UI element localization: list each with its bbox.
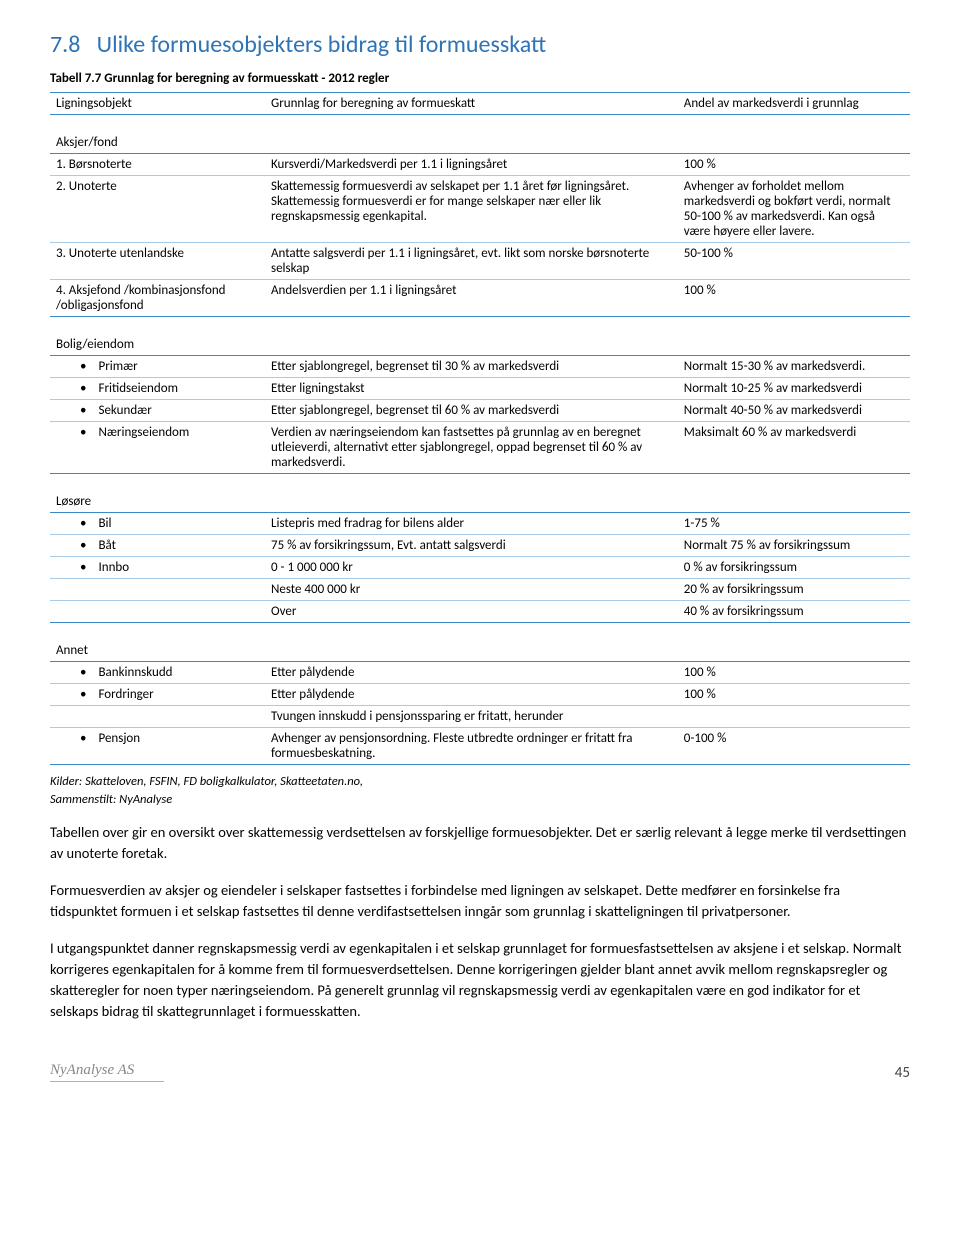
table-row: PrimærEtter sjablongregel, begrenset til… [50,356,910,378]
cell-object: Båt [50,535,265,557]
cell-object: 4. Aksjefond /kombinasjonsfond /obligasj… [50,280,265,317]
cell-object: Bankinnskudd [50,662,265,684]
section-title: 7.8 Ulike formuesobjekters bidrag til fo… [50,30,910,59]
body-paragraph: Tabellen over gir en oversikt over skatt… [50,822,910,864]
cell-basis: Avhenger av pensjonsordning. Fleste utbr… [265,728,678,765]
table-row: SekundærEtter sjablongregel, begrenset t… [50,400,910,422]
cell-basis: Antatte salgsverdi per 1.1 i ligningsåre… [265,243,678,280]
body-paragraph: Formuesverdien av aksjer og eiendeler i … [50,880,910,922]
cell-basis: Verdien av næringseiendom kan fastsettes… [265,422,678,474]
section-number: 7.8 [50,30,80,59]
table-row: 3. Unoterte utenlandskeAntatte salgsverd… [50,243,910,280]
section-title-cell: Aksjer/fond [50,125,910,154]
cell-object [50,601,265,623]
cell-share: 0-100 % [678,728,910,765]
cell-object: 2. Unoterte [50,176,265,243]
source-line1: Kilder: Skatteloven, FSFIN, FD boligkalk… [50,773,910,791]
cell-share: 50-100 % [678,243,910,280]
cell-object: Fordringer [50,684,265,706]
footer-page-number: 45 [895,1064,910,1082]
section-table: Aksjer/fond1. BørsnoterteKursverdi/Marke… [50,115,910,317]
table-row: Over40 % av forsikringssum [50,601,910,623]
section-title-cell: Bolig/eiendom [50,327,910,356]
table-row: Tvungen innskudd i pensjonssparing er fr… [50,706,910,728]
section-title-cell: Løsøre [50,484,910,513]
table-row: FordringerEtter pålydende100 % [50,684,910,706]
body-text: Tabellen over gir en oversikt over skatt… [50,822,910,1022]
section-table: Bolig/eiendomPrimærEtter sjablongregel, … [50,317,910,474]
cell-basis: Etter sjablongregel, begrenset til 30 % … [265,356,678,378]
cell-basis: Tvungen innskudd i pensjonssparing er fr… [265,706,678,728]
table-row: BankinnskuddEtter pålydende100 % [50,662,910,684]
header-col3: Andel av markedsverdi i grunnlag [678,93,910,115]
table-caption: Tabell 7.7 Grunnlag for beregning av for… [50,71,910,86]
cell-share: 100 % [678,280,910,317]
cell-share [678,706,910,728]
section-title-cell: Annet [50,633,910,662]
cell-object [50,706,265,728]
cell-basis: Andelsverdien per 1.1 i ligningsåret [265,280,678,317]
table-row: Båt75 % av forsikringssum, Evt. antatt s… [50,535,910,557]
cell-basis: Neste 400 000 kr [265,579,678,601]
cell-share: Normalt 75 % av forsikringssum [678,535,910,557]
source-block: Kilder: Skatteloven, FSFIN, FD boligkalk… [50,773,910,808]
source-line2: Sammenstilt: NyAnalyse [50,791,910,809]
section-table: AnnetBankinnskuddEtter pålydende100 %For… [50,623,910,765]
cell-share: Normalt 40-50 % av markedsverdi [678,400,910,422]
page-footer: NyAnalyse AS 45 [50,1062,910,1082]
cell-share: 0 % av forsikringssum [678,557,910,579]
table-row: FritidseiendomEtter ligningstakstNormalt… [50,378,910,400]
cell-basis: Skattemessig formuesverdi av selskapet p… [265,176,678,243]
cell-object: Primær [50,356,265,378]
cell-basis: Over [265,601,678,623]
cell-basis: Etter pålydende [265,684,678,706]
section-header-row: Bolig/eiendom [50,327,910,356]
section-header-row: Løsøre [50,484,910,513]
cell-basis: Listepris med fradrag for bilens alder [265,513,678,535]
cell-basis: Etter ligningstakst [265,378,678,400]
main-table: Ligningsobjekt Grunnlag for beregning av… [50,92,910,115]
cell-share: 40 % av forsikringssum [678,601,910,623]
section-table: LøsøreBilListepris med fradrag for bilen… [50,474,910,623]
table-row: 4. Aksjefond /kombinasjonsfond /obligasj… [50,280,910,317]
cell-share: Normalt 10-25 % av markedsverdi [678,378,910,400]
cell-object: 1. Børsnoterte [50,154,265,176]
cell-basis: Kursverdi/Markedsverdi per 1.1 i ligning… [265,154,678,176]
table-row: NæringseiendomVerdien av næringseiendom … [50,422,910,474]
cell-share: Maksimalt 60 % av markedsverdi [678,422,910,474]
table-row: PensjonAvhenger av pensjonsordning. Fles… [50,728,910,765]
header-col1: Ligningsobjekt [50,93,265,115]
cell-basis: 75 % av forsikringssum, Evt. antatt salg… [265,535,678,557]
table-row: Innbo0 - 1 000 000 kr0 % av forsikringss… [50,557,910,579]
cell-share: 1-75 % [678,513,910,535]
cell-basis: Etter pålydende [265,662,678,684]
table-header-row: Ligningsobjekt Grunnlag for beregning av… [50,93,910,115]
cell-basis: Etter sjablongregel, begrenset til 60 % … [265,400,678,422]
header-col2: Grunnlag for beregning av formueskatt [265,93,678,115]
cell-share: 100 % [678,684,910,706]
table-row: 2. UnoterteSkattemessig formuesverdi av … [50,176,910,243]
footer-company: NyAnalyse AS [50,1062,164,1082]
cell-share: 20 % av forsikringssum [678,579,910,601]
cell-object: Fritidseiendom [50,378,265,400]
cell-basis: 0 - 1 000 000 kr [265,557,678,579]
cell-share: 100 % [678,662,910,684]
section-header-row: Annet [50,633,910,662]
body-paragraph: I utgangspunktet danner regnskapsmessig … [50,938,910,1022]
cell-object: Innbo [50,557,265,579]
section-header-row: Aksjer/fond [50,125,910,154]
cell-object: Næringseiendom [50,422,265,474]
cell-share: 100 % [678,154,910,176]
cell-object [50,579,265,601]
cell-share: Normalt 15-30 % av markedsverdi. [678,356,910,378]
cell-object: Sekundær [50,400,265,422]
table-row: Neste 400 000 kr20 % av forsikringssum [50,579,910,601]
table-row: BilListepris med fradrag for bilens alde… [50,513,910,535]
table-row: 1. BørsnoterteKursverdi/Markedsverdi per… [50,154,910,176]
cell-share: Avhenger av forholdet mellom markedsverd… [678,176,910,243]
section-title-text: Ulike formuesobjekters bidrag til formue… [97,30,547,59]
cell-object: 3. Unoterte utenlandske [50,243,265,280]
cell-object: Bil [50,513,265,535]
cell-object: Pensjon [50,728,265,765]
